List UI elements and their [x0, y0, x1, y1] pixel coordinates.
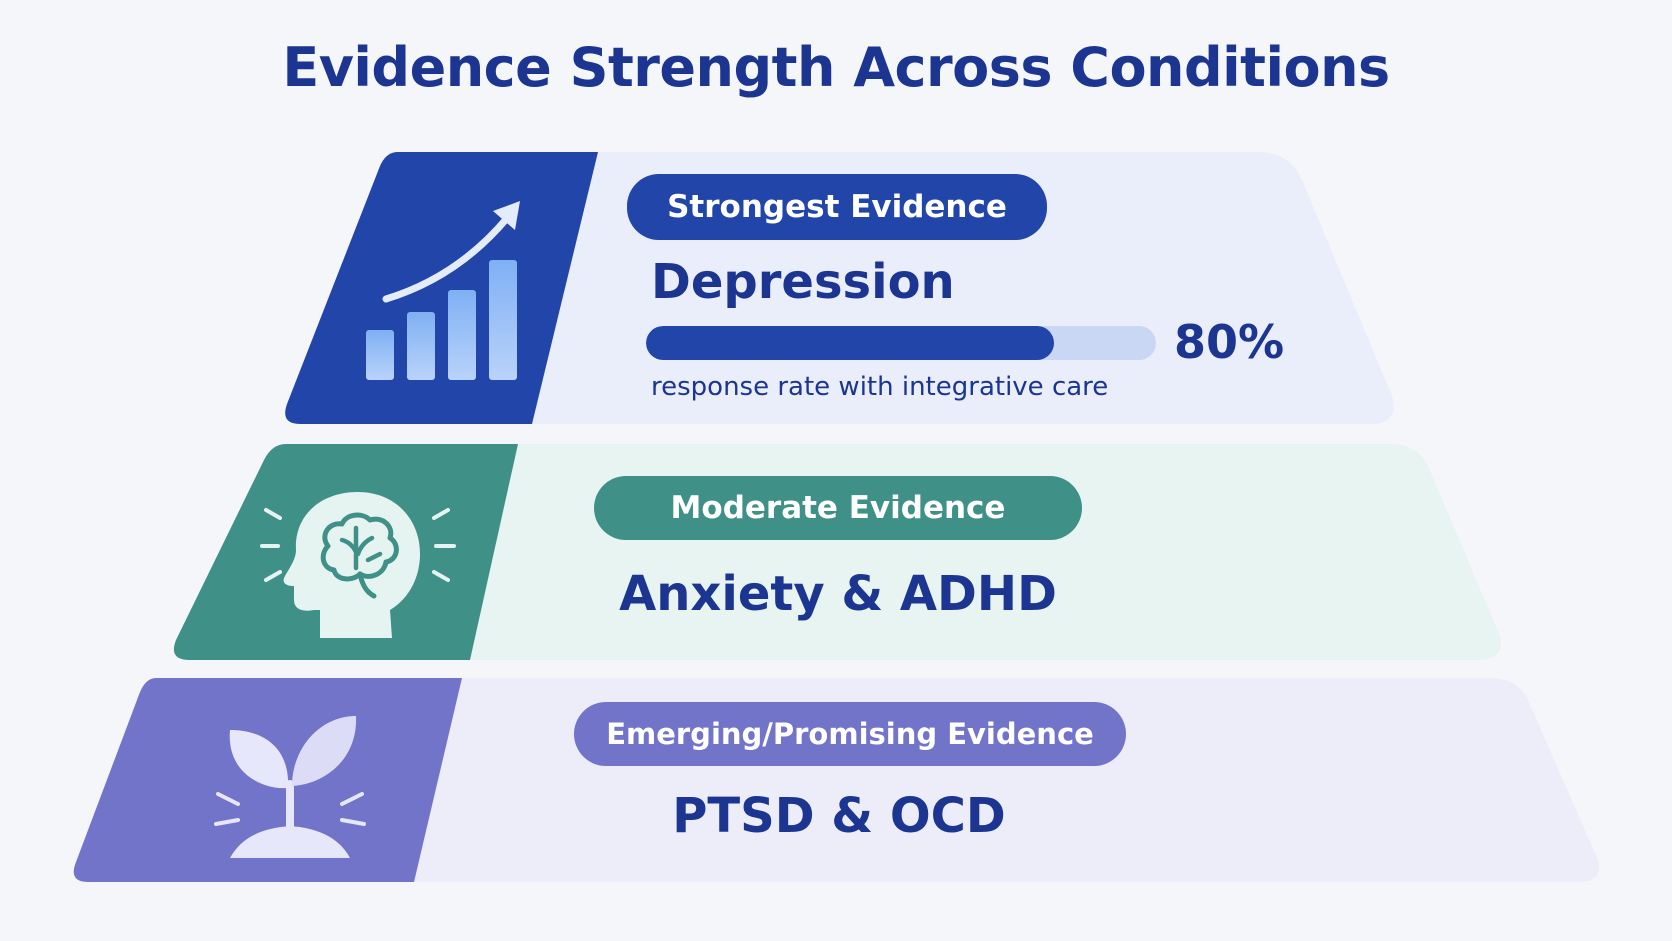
condition-label-ptsd-ocd: PTSD & OCD	[672, 788, 1006, 844]
evidence-level-badge-moderate: Moderate Evidence	[594, 476, 1082, 540]
page-title: Evidence Strength Across Conditions	[282, 36, 1390, 99]
condition-label-anxiety-adhd: Anxiety & ADHD	[619, 566, 1057, 622]
response-rate-bar-fill	[646, 326, 1054, 360]
brain-head-icon	[258, 488, 458, 648]
response-rate-bar	[646, 326, 1156, 360]
response-rate-caption: response rate with integrative care	[651, 372, 1109, 402]
sprout-icon	[208, 708, 378, 868]
condition-label-depression: Depression	[651, 254, 955, 310]
response-rate-value: 80%	[1174, 315, 1285, 369]
bar-chart-upward-arrow-icon	[360, 195, 530, 385]
evidence-level-badge-emerging: Emerging/Promising Evidence	[574, 702, 1126, 766]
evidence-level-badge-strongest: Strongest Evidence	[627, 174, 1047, 240]
